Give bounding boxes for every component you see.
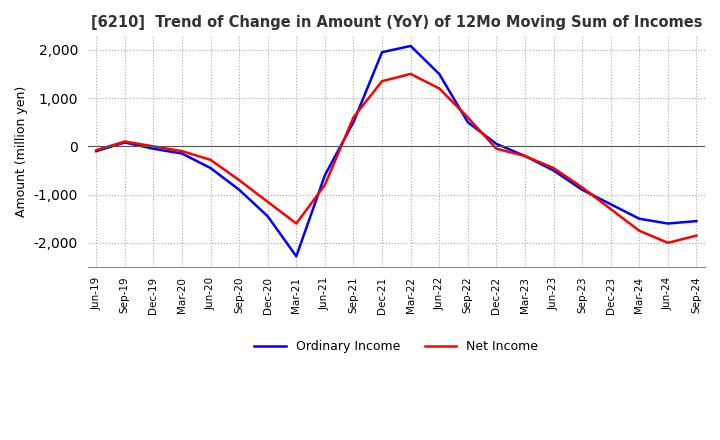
Net Income	[235, 177, 243, 183]
Ordinary Income	[92, 149, 101, 154]
Ordinary Income	[664, 221, 672, 226]
Ordinary Income	[521, 153, 529, 158]
Net Income	[521, 153, 529, 158]
Line: Ordinary Income: Ordinary Income	[96, 46, 696, 257]
Net Income	[206, 157, 215, 162]
Net Income	[664, 240, 672, 246]
Net Income	[606, 206, 615, 212]
Net Income	[120, 139, 129, 144]
Y-axis label: Amount (million yen): Amount (million yen)	[15, 85, 28, 217]
Net Income	[349, 115, 358, 120]
Net Income	[178, 149, 186, 154]
Ordinary Income	[206, 165, 215, 171]
Ordinary Income	[378, 50, 387, 55]
Net Income	[549, 165, 558, 171]
Ordinary Income	[577, 187, 586, 192]
Ordinary Income	[235, 187, 243, 192]
Net Income	[692, 233, 701, 238]
Ordinary Income	[635, 216, 644, 221]
Ordinary Income	[120, 140, 129, 145]
Ordinary Income	[606, 202, 615, 207]
Net Income	[464, 115, 472, 120]
Ordinary Income	[349, 120, 358, 125]
Ordinary Income	[464, 120, 472, 125]
Ordinary Income	[320, 172, 329, 178]
Net Income	[264, 199, 272, 205]
Ordinary Income	[264, 214, 272, 219]
Ordinary Income	[692, 219, 701, 224]
Net Income	[435, 86, 444, 91]
Ordinary Income	[549, 168, 558, 173]
Ordinary Income	[435, 71, 444, 77]
Title: [6210]  Trend of Change in Amount (YoY) of 12Mo Moving Sum of Incomes: [6210] Trend of Change in Amount (YoY) o…	[91, 15, 702, 30]
Net Income	[292, 221, 301, 226]
Net Income	[92, 147, 101, 153]
Net Income	[406, 71, 415, 77]
Net Income	[149, 144, 158, 149]
Net Income	[635, 228, 644, 233]
Ordinary Income	[149, 146, 158, 151]
Ordinary Income	[178, 151, 186, 156]
Line: Net Income: Net Income	[96, 74, 696, 243]
Legend: Ordinary Income, Net Income: Ordinary Income, Net Income	[249, 335, 544, 358]
Ordinary Income	[492, 141, 500, 147]
Ordinary Income	[292, 254, 301, 259]
Net Income	[378, 78, 387, 84]
Net Income	[577, 185, 586, 190]
Ordinary Income	[406, 43, 415, 48]
Net Income	[492, 146, 500, 151]
Net Income	[320, 182, 329, 187]
